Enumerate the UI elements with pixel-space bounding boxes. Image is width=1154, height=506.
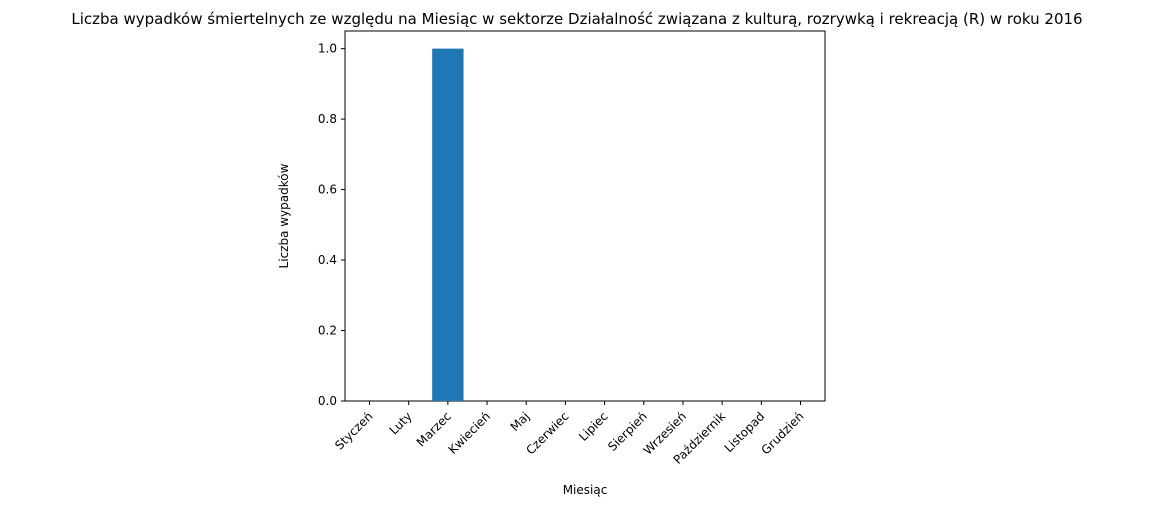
bars-group: [432, 48, 464, 401]
y-tick-label: 1.0: [318, 42, 337, 56]
bar-Marzec: [432, 48, 464, 401]
chart-title: Liczba wypadków śmiertelnych ze względu …: [71, 10, 1082, 28]
y-tick-label: 0.8: [318, 112, 337, 126]
y-tick-label: 0.2: [318, 324, 337, 338]
x-tick-label: Maj: [508, 409, 533, 434]
x-tick-label: Lipiec: [576, 409, 611, 444]
x-tick-label: Czerwiec: [523, 409, 571, 457]
x-tick-label: Luty: [387, 409, 415, 437]
y-axis-label: Liczba wypadków: [277, 163, 291, 268]
plot-area: [344, 30, 826, 402]
y-tick-label: 0.6: [318, 183, 337, 197]
x-tick-label: Kwiecień: [446, 409, 494, 457]
x-axis-label: Miesiąc: [563, 483, 608, 497]
y-tick-label: 0.0: [318, 394, 337, 408]
x-tick-label: Styczeń: [332, 409, 375, 452]
x-tick-label: Grudzień: [758, 409, 806, 457]
y-axis-ticks: 0.0 0.2 0.4 0.6 0.8 1.0: [318, 42, 345, 408]
axes-frame: [344, 30, 826, 402]
y-tick-label: 0.4: [318, 253, 337, 267]
